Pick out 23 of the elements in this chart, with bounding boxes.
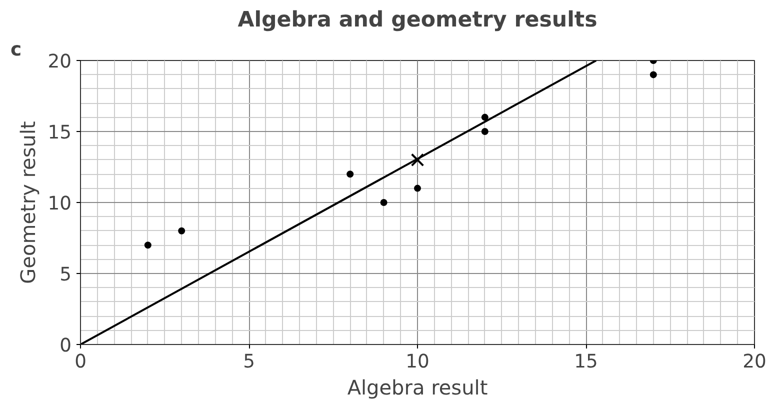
point [178,227,186,234]
y-tick-label: 15 [48,122,72,144]
x-tick-label: 0 [74,352,86,372]
y-tick-label: 20 [48,52,72,72]
point [481,128,488,135]
y-tick-label: 0 [60,336,72,356]
x-tick-label: 20 [742,352,766,372]
point [144,242,152,249]
text: c [10,40,22,60]
point [346,170,354,178]
y-tick-label: 5 [60,264,72,286]
point [481,114,488,121]
point [380,199,388,206]
chart-title: Algebra and geometry results [238,8,598,32]
point [410,153,424,167]
y-axis-title: Geometry result [16,121,40,284]
point [414,184,421,192]
x-axis-title: Algebra result [347,376,488,400]
x-tick-label: 15 [574,352,598,372]
x-tick-label: 5 [243,352,255,372]
y-tick-label: 10 [48,194,72,214]
point [650,71,657,78]
x-tick-label: 10 [406,352,430,372]
